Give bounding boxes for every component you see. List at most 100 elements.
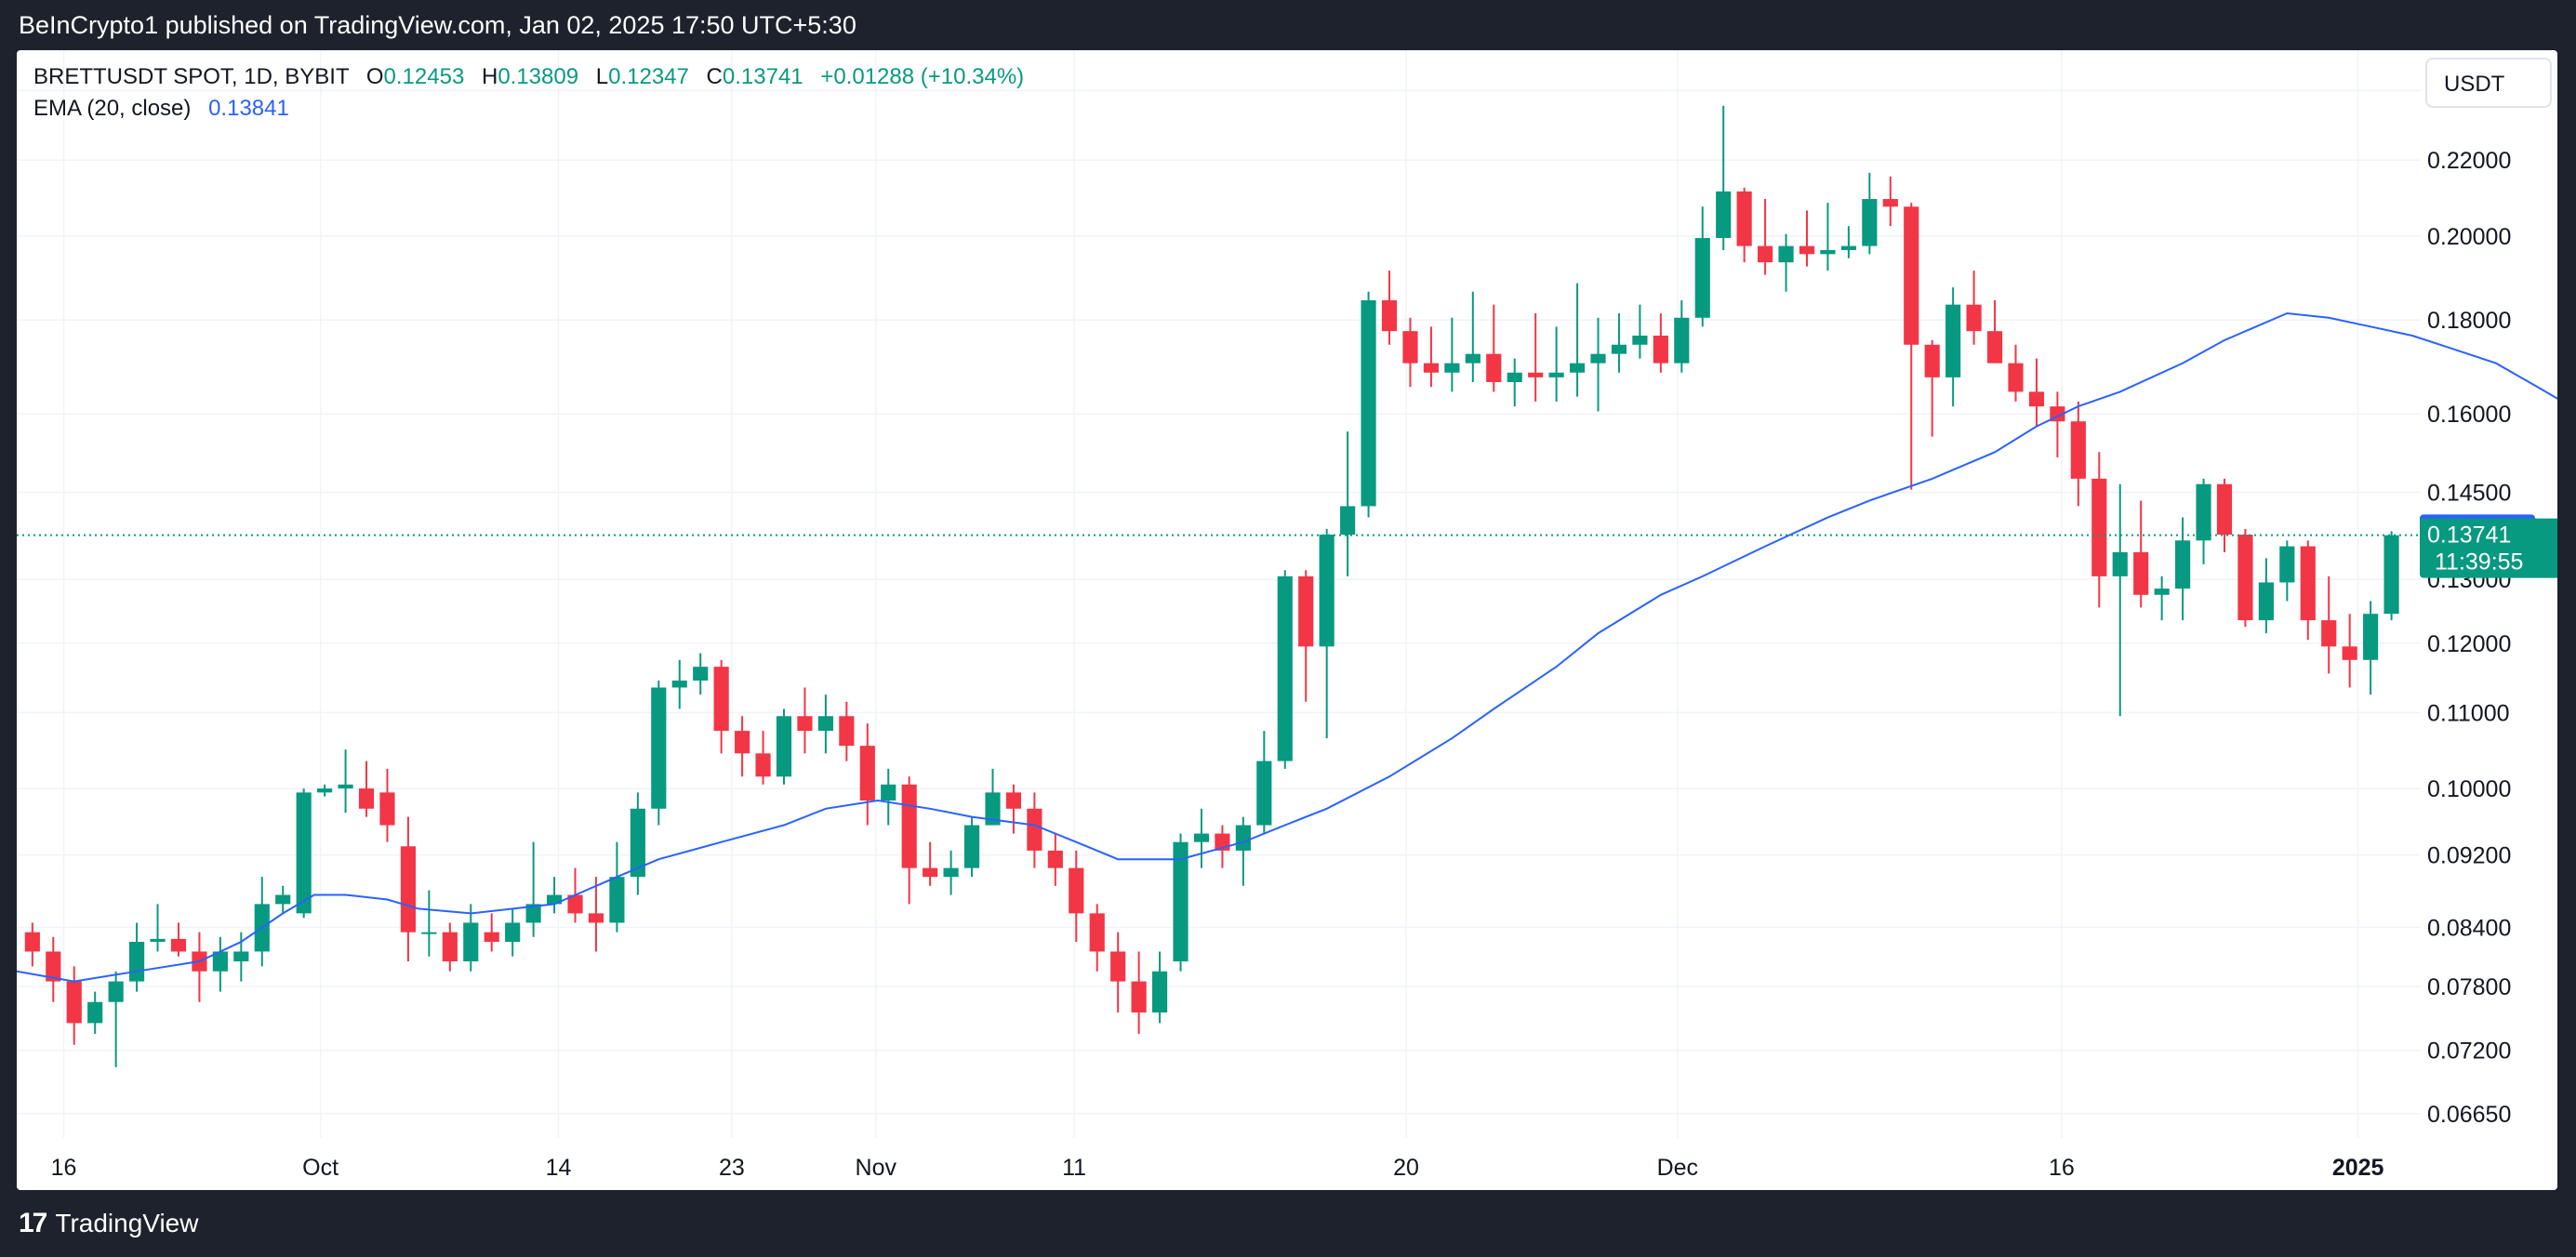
candle-body: [150, 938, 166, 942]
candle-down: [66, 966, 82, 1045]
price-chart[interactable]: 0.240000.220000.200000.180000.160000.145…: [17, 50, 2557, 1190]
candle-body: [379, 792, 395, 826]
low-label: L: [595, 64, 609, 89]
candle-body: [66, 981, 82, 1024]
candle-down: [1089, 904, 1105, 972]
candle-up: [108, 971, 124, 1067]
chart-legend: BRETTUSDT SPOT, 1D, BYBIT O0.12453 H0.13…: [33, 61, 1024, 125]
x-tick-label: 20: [1393, 1155, 1419, 1181]
candle-body: [671, 680, 687, 688]
candle-body: [1590, 353, 1606, 364]
ema-label[interactable]: EMA (20, close): [33, 96, 192, 121]
candle-body: [2321, 620, 2337, 647]
candle-down: [1047, 833, 1063, 886]
x-tick-label: Oct: [302, 1155, 339, 1181]
candle-up: [1340, 431, 1356, 576]
open-value: 0.12453: [383, 64, 465, 89]
candle-down: [1131, 951, 1147, 1035]
last-price-badge: [2420, 518, 2557, 578]
x-tick-label: 23: [719, 1155, 745, 1181]
currency-selector[interactable]: USDT: [2425, 58, 2552, 108]
candle-up: [338, 749, 353, 814]
candle-body: [1027, 808, 1042, 851]
candle-body: [1069, 867, 1084, 914]
candle-down: [1005, 784, 1022, 834]
y-tick-label: 0.11000: [2427, 700, 2510, 726]
candle-down: [1799, 210, 1815, 267]
candle-body: [839, 716, 855, 747]
candle-body: [87, 1001, 103, 1024]
candle-body: [1528, 372, 1544, 377]
candle-down: [2321, 576, 2337, 674]
candle-body: [1986, 331, 2003, 364]
candle-body: [1444, 363, 1460, 373]
candle-up: [2154, 576, 2170, 621]
candle-body: [1653, 335, 1668, 364]
candle-down: [2300, 540, 2316, 641]
candle-body: [525, 904, 541, 923]
candle-up: [817, 695, 833, 754]
x-tick-label: 14: [546, 1155, 572, 1181]
open-label: O: [365, 64, 384, 89]
candle-down: [859, 723, 875, 826]
candle-up: [2279, 540, 2295, 602]
candle-body: [963, 825, 980, 868]
candle-down: [1069, 850, 1084, 942]
ema-value: 0.13841: [208, 96, 289, 121]
symbol-label[interactable]: BRETTUSDT SPOT, 1D, BYBIT: [33, 64, 350, 89]
candle-body: [1110, 951, 1126, 982]
candle-down: [442, 922, 458, 972]
candle-up: [421, 890, 437, 957]
candle-down: [24, 922, 40, 967]
candle-body: [275, 894, 291, 905]
candle-body: [713, 667, 729, 732]
high-label: H: [481, 64, 498, 89]
candle-up: [275, 885, 291, 914]
candle-down: [1882, 176, 1898, 227]
candle-body: [1173, 841, 1188, 962]
candle-body: [1632, 335, 1648, 345]
candle-body: [630, 808, 645, 878]
candle-down: [1423, 326, 1439, 388]
low-value: 0.12347: [608, 64, 689, 89]
candle-body: [212, 951, 228, 972]
candle-down: [2091, 452, 2107, 608]
candle-up: [1319, 528, 1334, 739]
candle-body: [129, 941, 145, 982]
candle-body: [2112, 551, 2128, 576]
candle-body: [1005, 792, 1022, 809]
candle-body: [1778, 245, 1794, 263]
candle-up: [1235, 816, 1251, 886]
candle-body: [1256, 761, 1272, 826]
candle-body: [1423, 363, 1439, 373]
candle-body: [317, 788, 333, 793]
candle-up: [296, 788, 312, 919]
candle-up: [317, 784, 333, 797]
candle-body: [755, 753, 771, 777]
candle-body: [651, 687, 667, 809]
candle-body: [797, 716, 813, 732]
candle-up: [1632, 304, 1648, 359]
candle-down: [1966, 271, 1982, 345]
candle-body: [1047, 850, 1063, 868]
candle-body: [901, 784, 917, 868]
candle-body: [2175, 540, 2191, 589]
y-tick-label: 0.08400: [2427, 916, 2511, 942]
candle-up: [1820, 203, 1836, 271]
candle-down: [1736, 187, 1752, 263]
candle-body: [985, 792, 1001, 826]
high-value: 0.13809: [498, 64, 579, 89]
candle-body: [2196, 483, 2211, 541]
candle-body: [2258, 582, 2274, 621]
candle-body: [776, 716, 792, 777]
candle-body: [1945, 304, 1961, 377]
tradingview-logo-icon: 17: [19, 1208, 47, 1238]
candle-body: [1402, 331, 1418, 364]
candles-group: [24, 105, 2399, 1067]
candle-up: [1361, 291, 1376, 518]
candle-body: [1799, 245, 1815, 255]
candle-body: [505, 922, 521, 942]
y-tick-label: 0.09200: [2427, 843, 2511, 869]
candle-up: [1256, 731, 1272, 834]
chart-panel[interactable]: 0.240000.220000.200000.180000.160000.145…: [17, 50, 2557, 1190]
